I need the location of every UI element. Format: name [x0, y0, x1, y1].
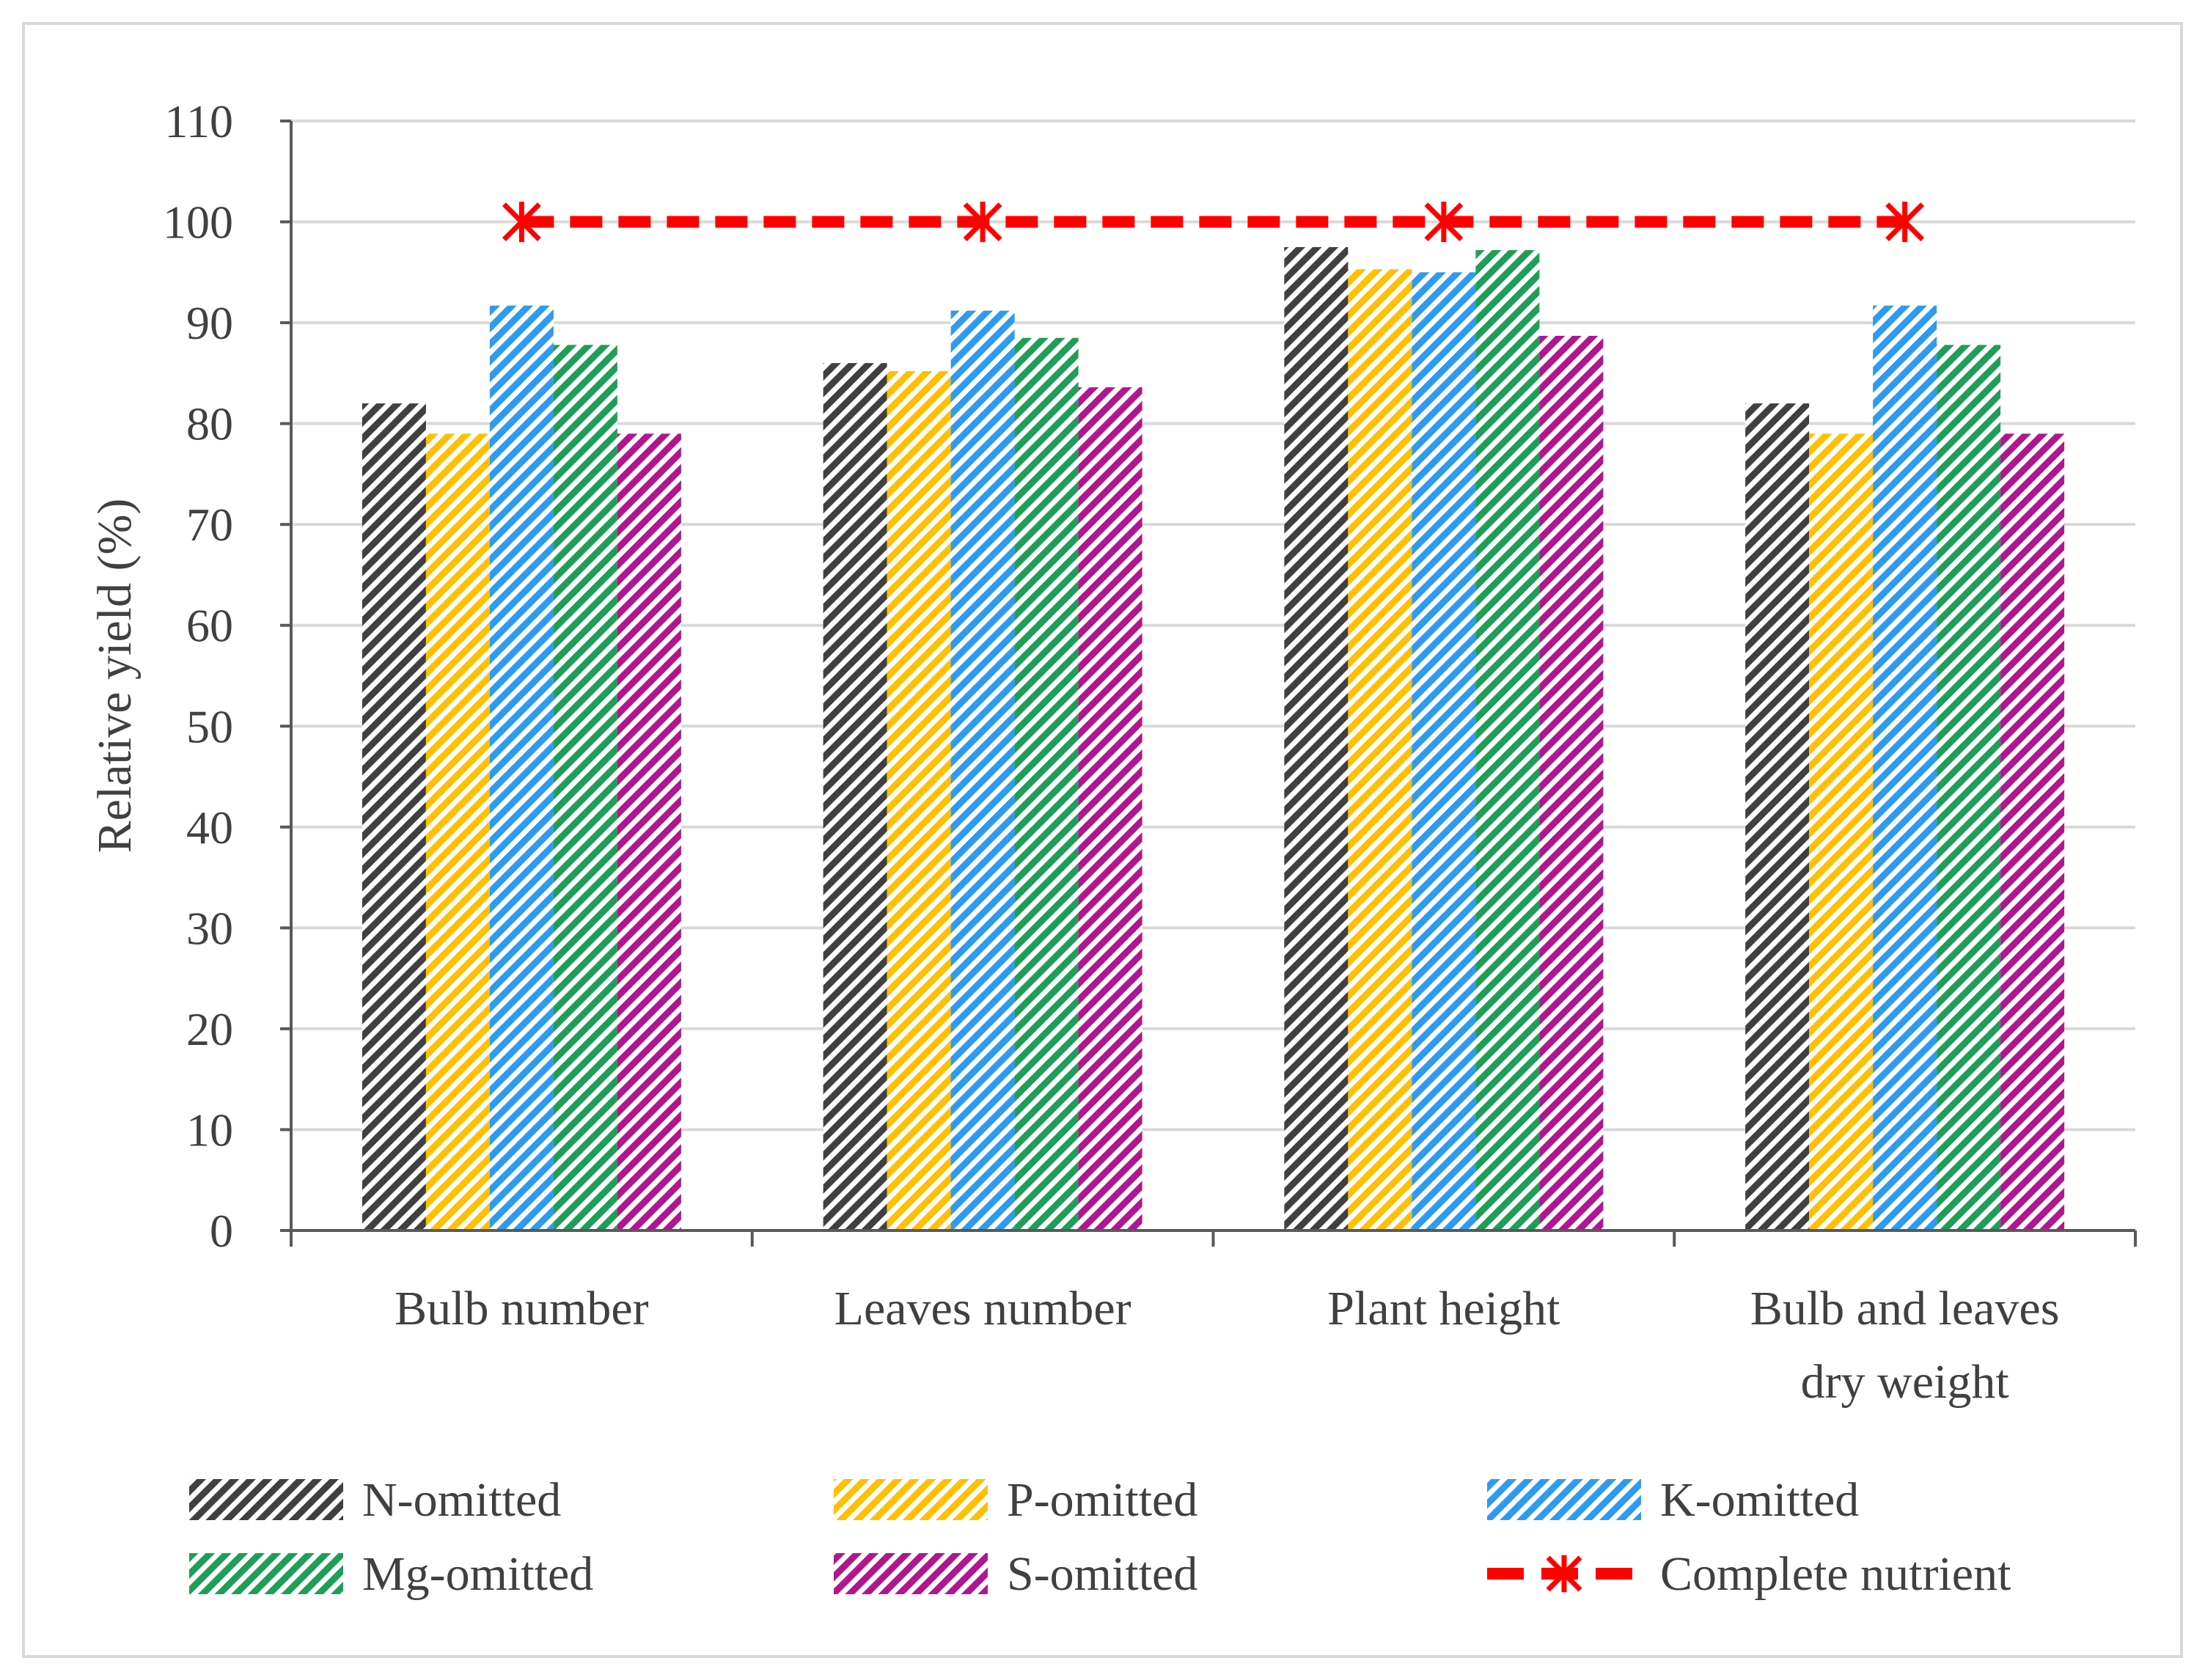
marker-complete-nutrient [1885, 201, 1925, 243]
legend-item-p-omitted: P-omitted [834, 1473, 1197, 1527]
bar-p-omitted-leaves-number [887, 371, 951, 1230]
marker-complete-nutrient [1424, 201, 1464, 243]
y-tick-label: 100 [163, 197, 233, 249]
bar-n-omitted-plant-height [1284, 246, 1349, 1230]
legend-item-s-omitted: S-omitted [834, 1547, 1197, 1601]
bar-s-omitted-leaves-number [1078, 387, 1142, 1230]
legend-label: Complete nutrient [1660, 1547, 2011, 1601]
legend-swatch [834, 1479, 988, 1520]
y-tick-label: 80 [186, 398, 233, 450]
y-tick-label: 70 [186, 499, 233, 551]
legend-marker [1546, 1555, 1582, 1593]
y-tick-label: 90 [186, 297, 233, 349]
bar-p-omitted-plant-height [1348, 269, 1412, 1231]
legend-label: S-omitted [1007, 1547, 1197, 1601]
legend-swatch [1487, 1479, 1641, 1520]
y-tick-label: 20 [186, 1003, 233, 1055]
legend-label: Mg-omitted [362, 1547, 593, 1601]
legend-label: P-omitted [1007, 1473, 1197, 1527]
legend-swatch [189, 1479, 343, 1520]
y-tick-label: 30 [186, 902, 233, 954]
bar-k-omitted-bulb-number [489, 305, 554, 1230]
y-tick-label: 50 [186, 700, 233, 752]
line-series [502, 201, 1925, 243]
marker-complete-nutrient [963, 201, 1002, 243]
bar-k-omitted-plant-height [1412, 272, 1476, 1231]
bar-mg-omitted-plant-height [1475, 250, 1540, 1230]
bar-s-omitted-plant-height [1539, 335, 1604, 1231]
category-label-bulb-number: Bulb number [395, 1282, 648, 1335]
legend: N-omitted P-omitted K-omitted Mg-omitted S-o… [189, 1473, 2011, 1601]
y-tick-label: 60 [186, 600, 233, 652]
bar-s-omitted-bulb-and-leaves-dry-weight [2000, 433, 2065, 1231]
bar-n-omitted-bulb-and-leaves-dry-weight [1745, 403, 1810, 1231]
marker-complete-nutrient [502, 201, 541, 243]
bar-k-omitted-leaves-number [950, 310, 1015, 1230]
legend-item-mg-omitted: Mg-omitted [189, 1547, 593, 1601]
y-tick-labels: 0 10 20 30 40 50 60 70 80 90 100 110 [163, 95, 291, 1257]
category-label-bulb-and-leaves-dry-weight: Bulb and leaves dry weight [1750, 1282, 2060, 1409]
bar-mg-omitted-bulb-number [553, 345, 617, 1230]
legend-label: K-omitted [1660, 1473, 1859, 1527]
bars [362, 246, 2065, 1231]
axes [290, 121, 2137, 1247]
legend-item-n-omitted: N-omitted [189, 1473, 561, 1527]
category-label-leaves-number: Leaves number [834, 1282, 1131, 1335]
bar-n-omitted-leaves-number [823, 363, 887, 1230]
bar-mg-omitted-leaves-number [1014, 337, 1079, 1231]
bar-n-omitted-bulb-number [362, 403, 426, 1231]
y-tick-label: 40 [186, 802, 233, 854]
y-axis-title: Relative yield (%) [88, 499, 142, 854]
legend-item-complete-nutrient: Complete nutrient [1487, 1547, 2011, 1601]
legend-label: N-omitted [362, 1473, 561, 1527]
y-tick-label: 0 [210, 1205, 233, 1257]
bar-mg-omitted-bulb-and-leaves-dry-weight [1937, 345, 2001, 1230]
y-tick-label: 110 [164, 95, 233, 147]
category-labels: Bulb number Leaves number Plant height Bulb… [395, 1282, 2059, 1409]
bar-p-omitted-bulb-number [425, 433, 490, 1231]
legend-item-k-omitted: K-omitted [1487, 1473, 1859, 1527]
bar-s-omitted-bulb-number [617, 433, 681, 1231]
bar-k-omitted-bulb-and-leaves-dry-weight [1873, 305, 1937, 1230]
category-label-plant-height: Plant height [1327, 1282, 1560, 1335]
y-tick-label: 10 [186, 1104, 233, 1156]
legend-swatch [189, 1553, 343, 1594]
bar-p-omitted-bulb-and-leaves-dry-weight [1809, 433, 1874, 1231]
legend-swatch [834, 1553, 988, 1594]
